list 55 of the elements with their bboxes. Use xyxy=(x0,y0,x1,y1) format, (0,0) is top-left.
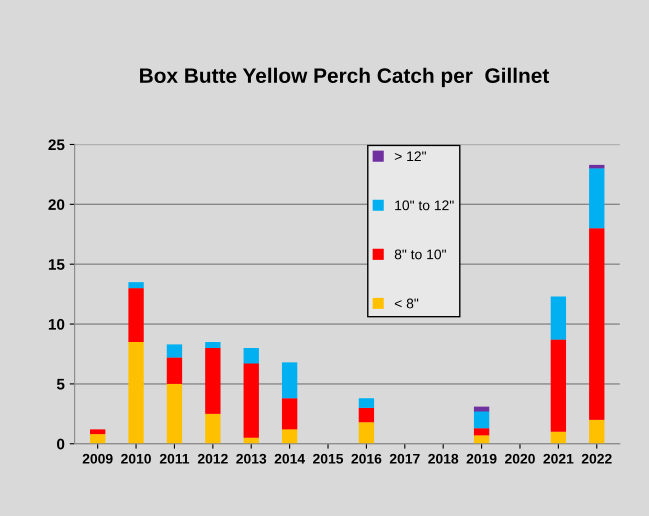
bar xyxy=(474,435,490,444)
bar xyxy=(589,164,604,168)
bar xyxy=(244,364,259,438)
x-tick-label: 2011 xyxy=(160,454,190,464)
x-tick-label: 2013 xyxy=(236,454,266,464)
y-tick-label: 5 xyxy=(56,378,64,390)
bar xyxy=(90,429,106,434)
x-tick-label: 2019 xyxy=(466,454,497,464)
y-tick-label: 0 xyxy=(57,438,64,450)
bar xyxy=(358,422,374,444)
y-tick-label: 10 xyxy=(48,318,64,330)
bar xyxy=(550,296,566,340)
bar xyxy=(282,429,298,444)
bar xyxy=(589,420,604,444)
bar xyxy=(550,340,566,432)
bar xyxy=(474,428,490,436)
bar xyxy=(166,384,182,444)
legend-label: < 8" xyxy=(394,298,418,308)
x-tick-label: 2014 xyxy=(274,454,306,464)
chart-title: Box Butte Yellow Perch Catch per Gillnet xyxy=(140,68,550,88)
x-tick-label: 2010 xyxy=(121,454,151,464)
bar xyxy=(128,282,144,288)
bar xyxy=(358,398,374,408)
bar xyxy=(128,342,144,444)
bar xyxy=(166,358,182,384)
bar xyxy=(244,348,259,364)
x-tick-label: 2018 xyxy=(428,454,458,464)
x-tick-label: 2017 xyxy=(390,454,420,464)
bar xyxy=(550,432,566,444)
x-tick-label: 2012 xyxy=(198,454,228,464)
bar xyxy=(589,168,604,228)
bar xyxy=(166,344,182,358)
y-tick-label: 25 xyxy=(48,139,64,150)
bar xyxy=(205,348,221,414)
bar xyxy=(205,342,221,348)
x-tick-label: 2021 xyxy=(543,454,574,464)
bar xyxy=(358,408,374,422)
bar xyxy=(282,362,298,398)
x-tick-label: 2020 xyxy=(505,454,535,464)
legend-label: 8" to 10" xyxy=(394,249,446,260)
y-tick-label: 20 xyxy=(48,199,64,210)
legend-label: 10" to 12" xyxy=(395,200,454,210)
x-tick-label: 2016 xyxy=(351,454,382,464)
bar xyxy=(474,406,490,412)
bar xyxy=(128,288,144,342)
bar xyxy=(474,411,490,428)
bar xyxy=(205,414,221,444)
legend-label: > 12" xyxy=(394,151,426,162)
y-tick-label: 15 xyxy=(48,259,64,270)
x-tick-label: 2015 xyxy=(313,454,344,464)
x-tick-label: 2009 xyxy=(82,454,113,464)
bar xyxy=(90,434,106,444)
bar xyxy=(589,228,604,420)
bar xyxy=(282,398,298,430)
x-tick-label: 2022 xyxy=(582,454,612,464)
